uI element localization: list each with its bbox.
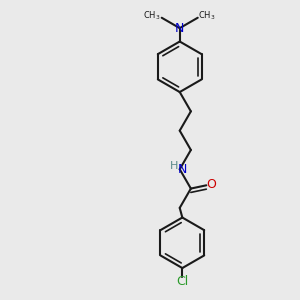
Text: N: N [175, 22, 184, 34]
Text: H: H [170, 161, 178, 171]
Text: CH$_3$: CH$_3$ [199, 10, 216, 22]
Text: CH$_3$: CH$_3$ [143, 10, 161, 22]
Text: O: O [207, 178, 217, 190]
Text: N: N [178, 163, 188, 176]
Text: Cl: Cl [176, 275, 188, 288]
